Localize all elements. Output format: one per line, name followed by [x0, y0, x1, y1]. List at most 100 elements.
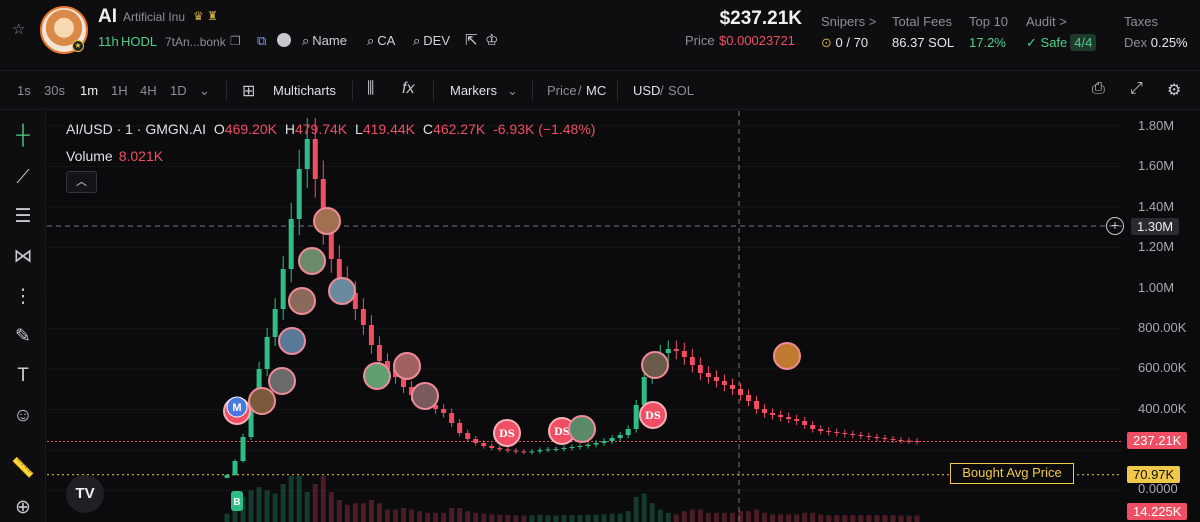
crown-icon[interactable]: ♔	[485, 32, 499, 49]
search-icon: ⌕	[413, 33, 421, 48]
zoom-in-icon[interactable]: ⊕	[15, 497, 31, 518]
volume-bar	[721, 512, 727, 522]
candle-body	[834, 432, 840, 433]
collapse-legend-button[interactable]: ︿	[66, 171, 97, 193]
trade-marker	[313, 207, 341, 235]
candle-body	[368, 325, 374, 345]
timeframe-1s[interactable]: 1s	[17, 83, 31, 98]
timeframe-1m[interactable]: 1m	[80, 83, 99, 98]
text-icon[interactable]: T	[17, 365, 29, 386]
volume-bar	[729, 512, 735, 522]
trade-marker	[641, 351, 669, 379]
token-age: 11h	[98, 34, 119, 49]
price-value: $0.00023721	[719, 33, 795, 48]
candle-body	[352, 293, 358, 309]
timeframe-1d[interactable]: 1D	[170, 83, 187, 98]
volume-bar	[384, 509, 390, 522]
candle-body	[770, 413, 776, 415]
sol-toggle[interactable]: SOL	[668, 83, 695, 98]
candle-body	[866, 436, 872, 437]
search-icon: ⌕	[367, 33, 375, 48]
candle-body	[409, 387, 415, 395]
timeframe-1h[interactable]: 1H	[111, 83, 128, 98]
divider	[433, 81, 434, 101]
add-chart-icon[interactable]: ⊞	[242, 83, 256, 100]
emoji-icon[interactable]: ☺	[13, 405, 33, 426]
price-toggle[interactable]: Price	[547, 83, 577, 98]
candles-icon[interactable]: ⫼	[367, 80, 375, 97]
share-icon[interactable]: ⇱	[465, 32, 478, 49]
trend-line-icon[interactable]: ⟋	[16, 167, 30, 188]
horizontal-lines-icon[interactable]: ☰	[14, 206, 32, 227]
price-chart[interactable]: DSDSDSDSMB AI/USD · 1 · GMGN.AI O469.20K…	[47, 111, 1200, 522]
volume-bar	[866, 515, 872, 522]
timeframe-dropdown-chevron-icon[interactable]: ⌄	[199, 83, 210, 98]
volume-bar	[497, 514, 503, 522]
y-tick: 1.20M	[1138, 239, 1175, 254]
y-tick: 400.00K	[1138, 401, 1187, 416]
bundle-icon[interactable]: ⧉	[257, 33, 267, 48]
audit-badge: 4/4	[1070, 34, 1097, 51]
volume-bar	[770, 514, 776, 522]
markers-dropdown[interactable]: Markers	[450, 83, 497, 98]
usd-toggle[interactable]: USD	[633, 83, 661, 98]
buy-marker-label: B	[233, 497, 240, 508]
mc-toggle[interactable]: MC	[586, 83, 607, 98]
search-dev-link[interactable]: ⌕ DEV	[413, 33, 451, 48]
search-name-link[interactable]: ⌕ Name	[302, 33, 347, 48]
volume-bar	[392, 509, 398, 522]
indicators-icon[interactable]: fx	[402, 80, 415, 97]
timeframe-4h[interactable]: 4H	[140, 83, 157, 98]
snipers-stat[interactable]: Snipers > ⊙ 0 / 70	[821, 14, 877, 50]
camera-icon[interactable]: ⎙	[1092, 80, 1105, 97]
trade-marker	[773, 342, 801, 370]
volume-bar	[232, 504, 238, 522]
market-cap: $237.21K	[719, 8, 802, 29]
candle-body	[673, 349, 679, 351]
candle-body	[561, 448, 567, 449]
volume-bar	[802, 512, 808, 522]
contract-address[interactable]: 7tAn...bonk	[165, 35, 226, 49]
favorite-star-icon[interactable]: ☆	[12, 21, 26, 38]
y-tick: 0.0000	[1138, 481, 1178, 496]
volume-bar	[778, 514, 784, 522]
chart-canvas[interactable]: DSDSDSDSMB	[47, 111, 1200, 522]
y-tick: 600.00K	[1138, 360, 1187, 375]
candle-body	[850, 434, 856, 435]
chevron-down-icon[interactable]: ⌄	[507, 83, 518, 98]
add-alert-icon[interactable]: +	[1106, 217, 1124, 235]
candle-body	[272, 309, 278, 337]
trade-marker	[248, 387, 276, 415]
token-avatar	[40, 6, 88, 54]
volume-bar	[561, 515, 567, 522]
ruler-icon[interactable]: 📏	[11, 458, 35, 479]
candle-body	[457, 423, 463, 433]
pattern-icon[interactable]: ⋈	[13, 246, 33, 267]
fib-icon[interactable]: ⋮	[13, 286, 33, 307]
trade-marker	[328, 277, 356, 305]
volume-bar	[256, 487, 262, 522]
copy-icon[interactable]: ❐	[230, 34, 241, 48]
candle-body	[914, 441, 920, 442]
volume-bar	[762, 512, 768, 522]
candle-body	[401, 377, 407, 387]
volume-bar	[705, 512, 711, 522]
timeframe-30s[interactable]: 30s	[44, 83, 65, 98]
candle-body	[473, 439, 479, 443]
candle-body	[778, 415, 784, 417]
y-tick: 1.60M	[1138, 158, 1175, 173]
candle-body	[449, 413, 455, 423]
audit-stat[interactable]: Audit > ✓ Safe 4/4	[1026, 14, 1097, 51]
search-ca-link[interactable]: ⌕ CA	[367, 33, 396, 48]
candle-body	[762, 409, 768, 413]
fullscreen-icon[interactable]: ⤢	[1130, 80, 1143, 97]
crosshair-icon[interactable]: ┼	[16, 125, 30, 146]
settings-icon[interactable]: ⚙	[1167, 82, 1182, 99]
candle-body	[729, 385, 735, 389]
brush-icon[interactable]: ✎	[15, 326, 31, 347]
solana-icon[interactable]	[277, 33, 291, 47]
ohlc-legend: AI/USD · 1 · GMGN.AI O469.20K H479.74K L…	[66, 121, 596, 137]
multicharts-button[interactable]: Multicharts	[273, 83, 336, 98]
volume-bar	[505, 515, 511, 522]
trade-marker	[568, 415, 596, 443]
